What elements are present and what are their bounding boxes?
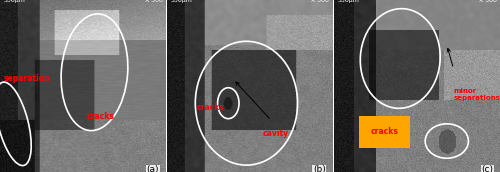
Text: minor
separations: minor separations — [454, 88, 500, 101]
Text: X 500: X 500 — [311, 0, 329, 3]
Text: 536μm: 536μm — [170, 0, 192, 3]
Text: (c): (c) — [482, 165, 494, 172]
Text: separation: separation — [4, 74, 50, 83]
Text: cavity: cavity — [263, 129, 289, 138]
Text: (b): (b) — [313, 165, 326, 172]
Text: X 500: X 500 — [144, 0, 162, 3]
Text: cracks: cracks — [197, 103, 225, 112]
Text: (a): (a) — [146, 165, 159, 172]
Text: cracks: cracks — [86, 112, 114, 121]
Text: 536μm: 536μm — [337, 0, 359, 3]
Text: cracks: cracks — [370, 127, 398, 136]
Text: 536μm: 536μm — [4, 0, 25, 3]
Text: X 500: X 500 — [479, 0, 496, 3]
